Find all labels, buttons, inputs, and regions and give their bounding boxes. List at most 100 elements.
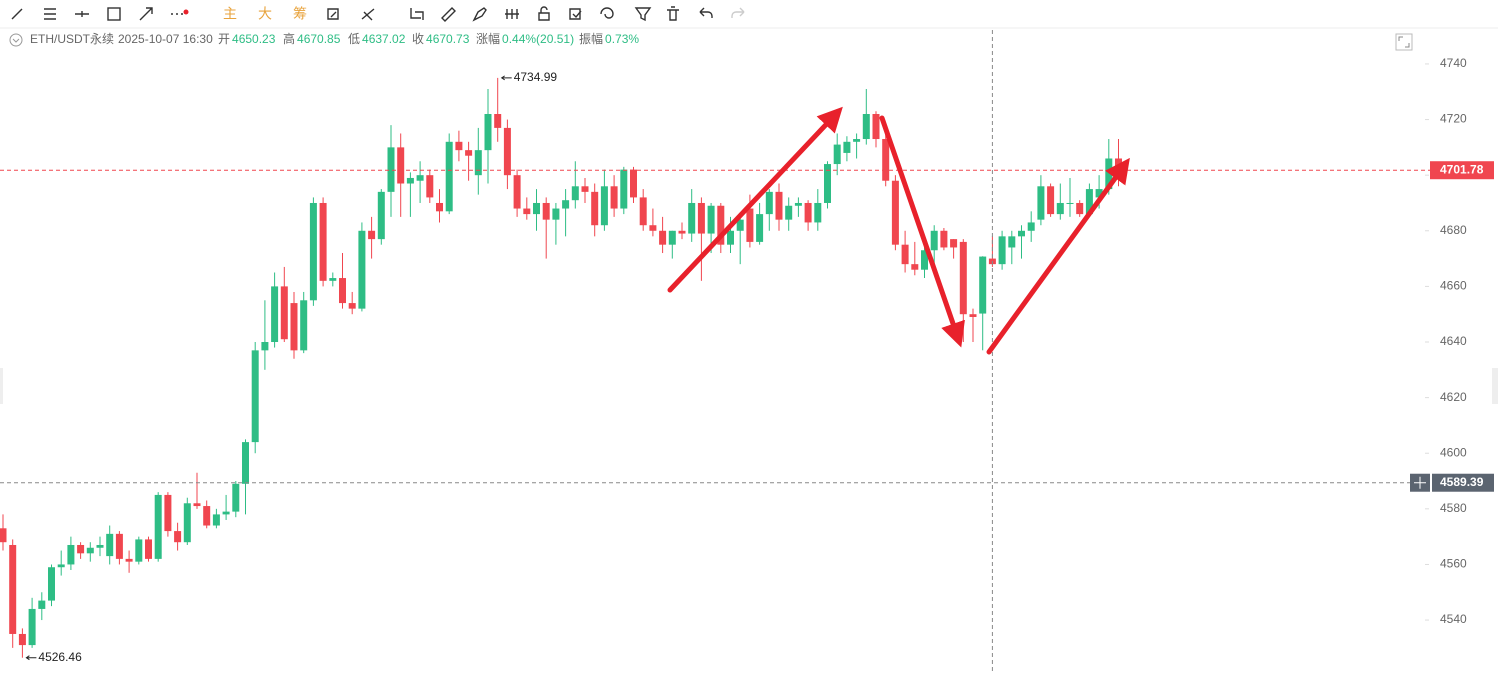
extreme-label: 4526.46 xyxy=(38,650,82,664)
header-label: 低 xyxy=(348,32,360,46)
tool-hline[interactable] xyxy=(75,11,89,17)
candle-body xyxy=(833,144,841,165)
candle-body xyxy=(271,286,279,343)
candle-body xyxy=(290,303,298,351)
tool-delete[interactable] xyxy=(667,6,679,21)
crosshair-price: 4589.39 xyxy=(1440,475,1484,489)
candle-body xyxy=(1047,186,1055,215)
crosshair-plus xyxy=(1414,476,1426,489)
tool-parallel[interactable] xyxy=(44,8,56,20)
candle-body xyxy=(339,278,346,304)
candle-body xyxy=(1076,202,1084,215)
candle-body xyxy=(950,239,958,248)
tool-arrow[interactable] xyxy=(139,7,153,21)
candle-body xyxy=(1008,236,1016,248)
candle-body xyxy=(930,230,938,251)
tool-rect[interactable] xyxy=(107,7,121,21)
candle-body xyxy=(1027,222,1035,231)
tool-icon[interactable] xyxy=(410,8,424,20)
candle-body xyxy=(911,264,919,270)
collapse-icon[interactable] xyxy=(9,33,23,47)
tool-ruler[interactable] xyxy=(441,7,456,22)
tool-label[interactable]: 筹 xyxy=(293,6,307,22)
candle-body xyxy=(785,205,793,220)
candle-body xyxy=(212,514,220,526)
candle-body xyxy=(668,230,676,245)
candle-body xyxy=(406,177,414,184)
y-tick-label: 4620 xyxy=(1440,390,1467,404)
fullscreen-button[interactable] xyxy=(1395,33,1413,51)
candle-body xyxy=(901,244,909,265)
candle-body xyxy=(523,208,531,215)
tool-pen[interactable] xyxy=(472,7,487,22)
tool-icon[interactable] xyxy=(361,8,375,21)
header-label: 开 xyxy=(218,32,230,46)
candle-body xyxy=(348,303,356,309)
side-handle[interactable] xyxy=(1492,368,1498,404)
tool-icon[interactable] xyxy=(505,9,519,19)
candle-body xyxy=(824,164,831,203)
tool-filter[interactable] xyxy=(634,7,652,22)
candle-body xyxy=(630,169,637,198)
toolbar xyxy=(11,6,745,22)
candle-body xyxy=(1085,189,1093,215)
candle-body xyxy=(145,539,152,559)
candle-body xyxy=(853,139,861,142)
candle-body xyxy=(203,506,211,526)
candle-body xyxy=(513,175,521,209)
last-price-tag xyxy=(1430,161,1494,180)
header-value: 0.73% xyxy=(605,32,639,46)
tool-magnet[interactable] xyxy=(600,7,614,19)
crosshair-tag xyxy=(1432,473,1494,492)
candle-body xyxy=(164,494,172,532)
y-tick-label: 4680 xyxy=(1440,223,1467,237)
symbol: ETH/USDT永续 xyxy=(30,32,114,46)
collapse-chevron xyxy=(12,38,20,43)
candle-body xyxy=(309,202,317,301)
candle-body xyxy=(28,608,36,646)
candle-body xyxy=(794,202,802,206)
header-label: 振幅 xyxy=(579,31,603,46)
candle-body xyxy=(620,169,628,209)
candle-body xyxy=(591,191,599,226)
tool-undo[interactable] xyxy=(699,7,713,18)
candle-body xyxy=(542,202,550,220)
candle-body xyxy=(503,127,511,176)
candle-body xyxy=(1056,202,1064,215)
last-price: 4701.78 xyxy=(1440,162,1484,176)
tool-icon[interactable] xyxy=(327,8,339,20)
candle-body xyxy=(86,547,94,554)
extreme-arrow xyxy=(500,75,512,81)
candle-body xyxy=(183,503,191,543)
candle-body xyxy=(465,150,473,156)
tool-label[interactable]: 主 xyxy=(223,6,237,22)
candle-body xyxy=(562,200,570,209)
side-handle[interactable] xyxy=(0,368,3,404)
candle-body xyxy=(67,544,75,565)
candle-body xyxy=(746,208,754,242)
candle-body xyxy=(135,539,143,562)
tool-label[interactable]: 大 xyxy=(258,6,272,22)
header-value: 4637.02 xyxy=(362,32,406,46)
candle-body xyxy=(416,175,424,181)
candle-body xyxy=(397,147,405,184)
candle-body xyxy=(610,186,618,209)
candle-body xyxy=(649,225,657,231)
candle-body xyxy=(707,205,715,234)
tool-lock[interactable] xyxy=(538,6,550,21)
tool-redo[interactable] xyxy=(731,7,745,18)
candle-body xyxy=(969,314,977,317)
extreme-label: 4734.99 xyxy=(514,70,558,84)
tool-icon[interactable] xyxy=(569,8,582,20)
header-label: 高 xyxy=(283,31,295,46)
fullscreen-icon xyxy=(1398,36,1410,48)
plot: 4540456045804600462046404660468047004720… xyxy=(0,30,1494,674)
candle-body xyxy=(0,528,7,543)
candle-body xyxy=(891,180,899,245)
candle-body xyxy=(242,442,249,484)
tool-line[interactable] xyxy=(11,8,23,20)
extreme-arrow xyxy=(25,655,37,661)
candle-body xyxy=(533,202,540,215)
candle-body xyxy=(377,191,385,240)
